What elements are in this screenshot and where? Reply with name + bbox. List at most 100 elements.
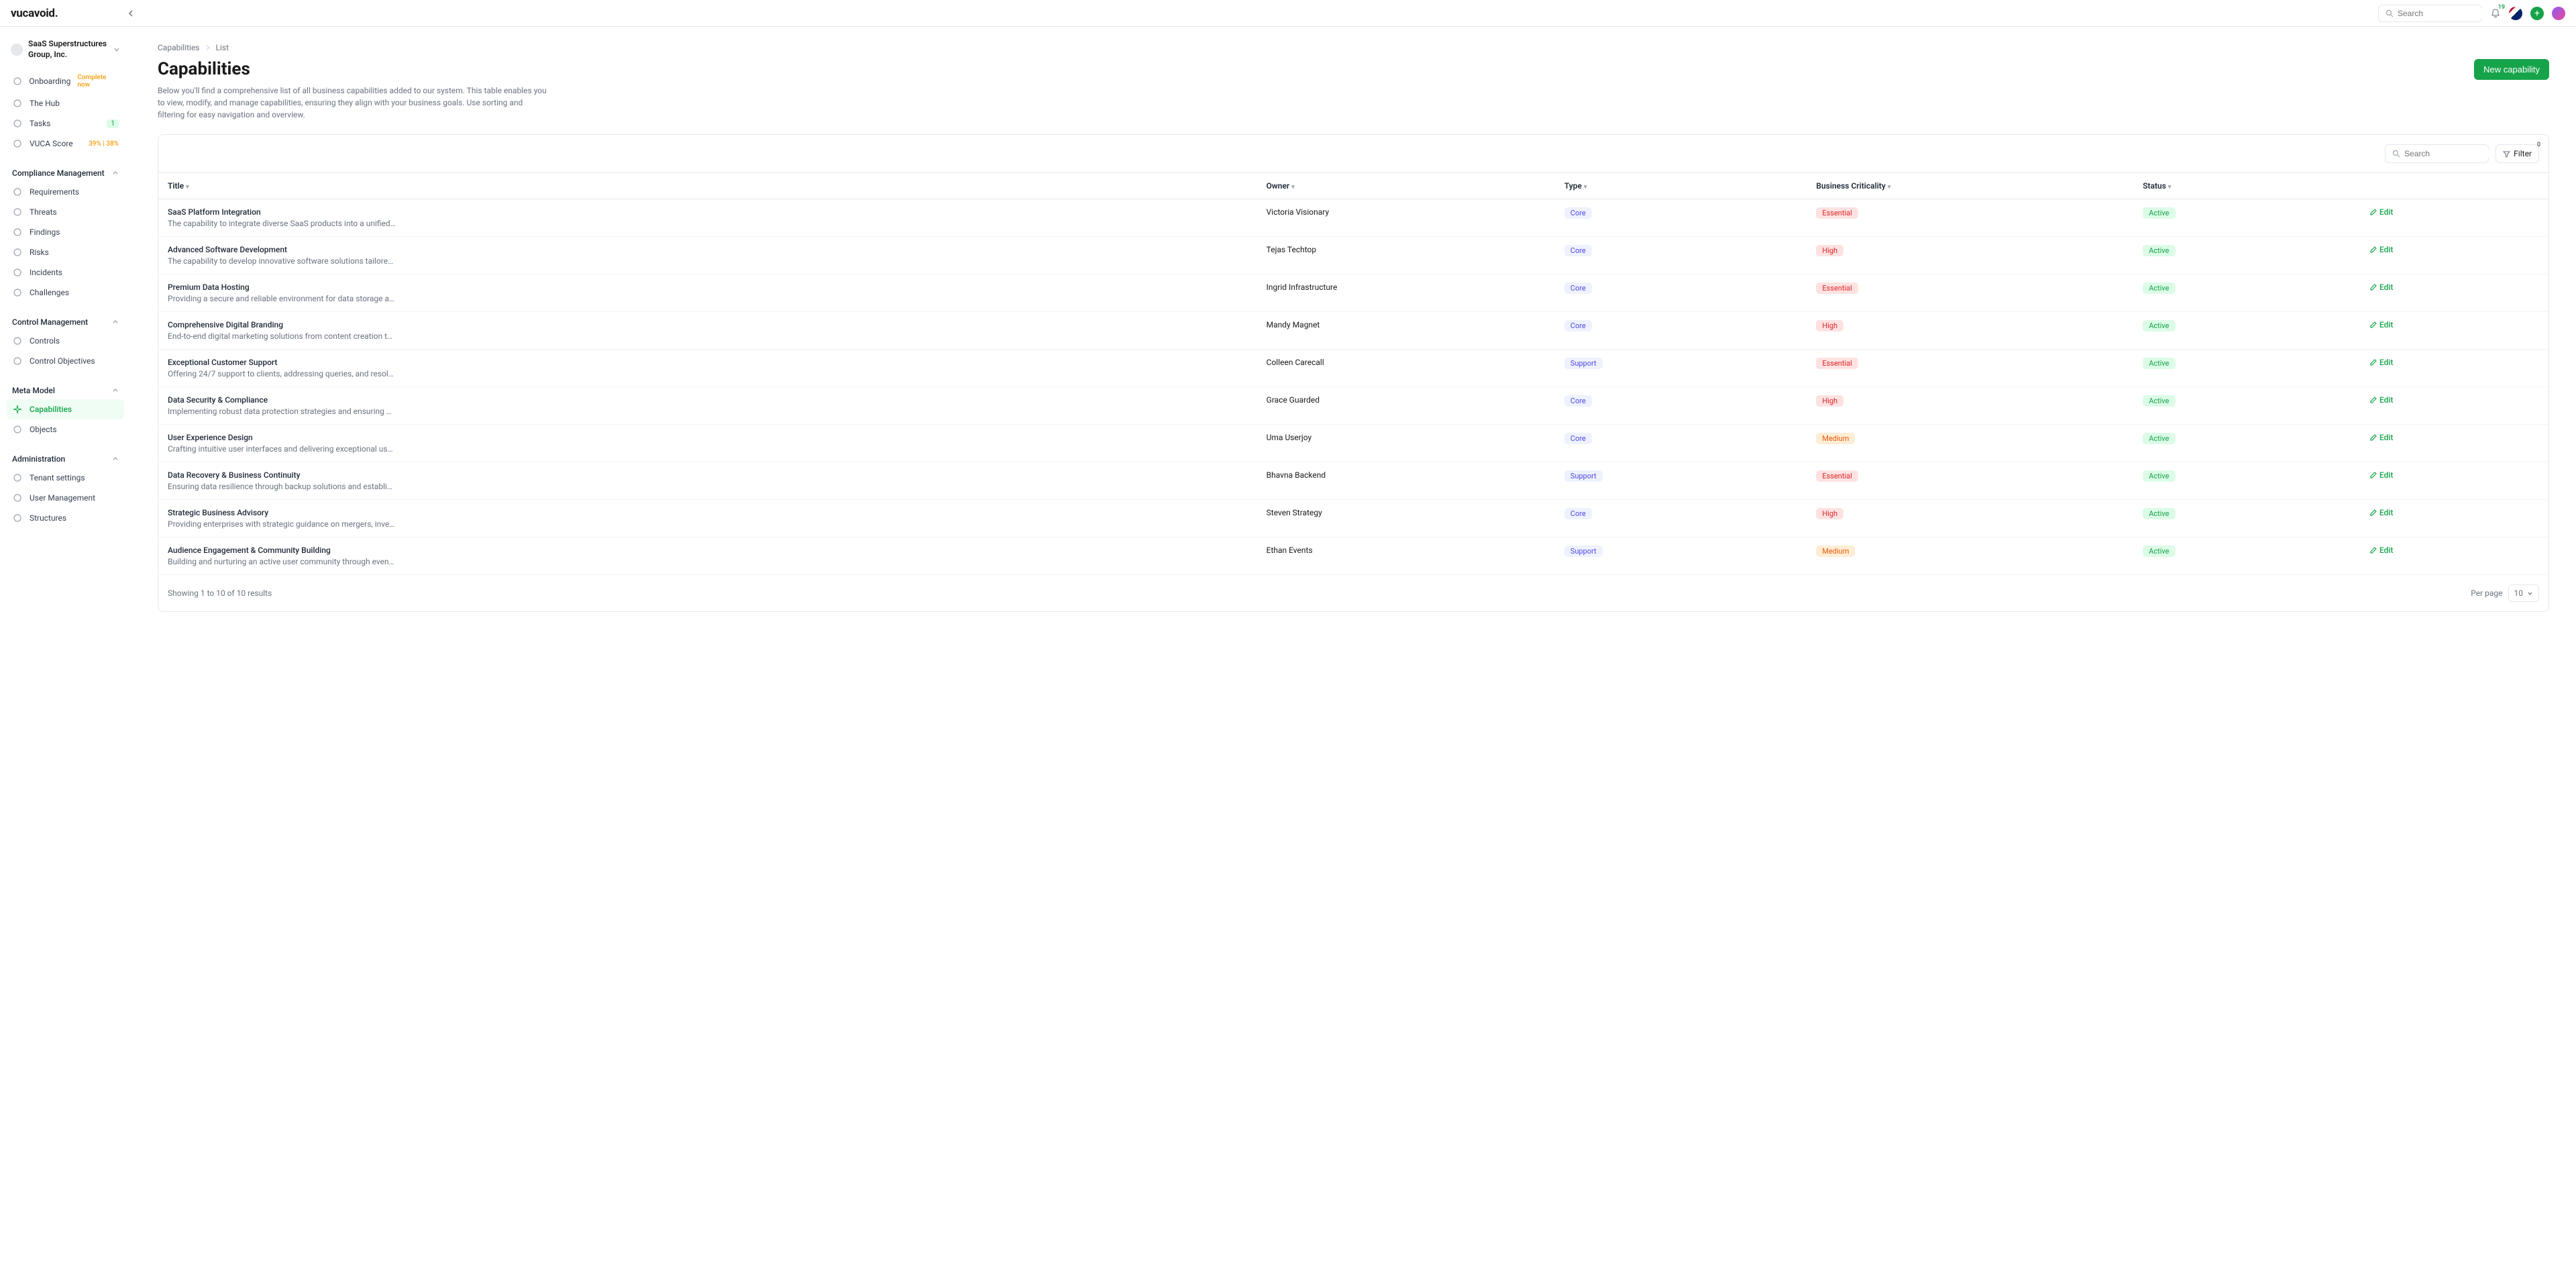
table-row[interactable]: Comprehensive Digital BrandingEnd-to-end…: [158, 312, 2548, 350]
sidebar-item-challenges[interactable]: Challenges: [7, 282, 124, 303]
table-row[interactable]: Advanced Software DevelopmentThe capabil…: [158, 237, 2548, 274]
column-owner[interactable]: Owner▾: [1257, 173, 1555, 199]
table-row[interactable]: Strategic Business AdvisoryProviding ent…: [158, 500, 2548, 537]
type-pill: Core: [1564, 320, 1592, 331]
type-pill: Core: [1564, 433, 1592, 444]
sidebar-item-label: Capabilities: [30, 405, 72, 414]
sidebar-item-user-management[interactable]: User Management: [7, 488, 124, 508]
breadcrumb-root[interactable]: Capabilities: [158, 43, 200, 52]
sidebar-item-icon: [12, 138, 23, 149]
org-switcher[interactable]: SaaS Superstructures Group, Inc.: [7, 36, 124, 62]
sidebar-item-threats[interactable]: Threats: [7, 202, 124, 222]
table-row[interactable]: SaaS Platform IntegrationThe capability …: [158, 199, 2548, 237]
chevron-up-icon: [112, 170, 119, 176]
criticality-pill: High: [1816, 395, 1843, 407]
edit-button[interactable]: Edit: [2369, 320, 2393, 329]
user-avatar[interactable]: [2552, 7, 2565, 20]
sidebar-item-label: User Management: [30, 493, 95, 503]
sidebar-section-control-management[interactable]: Control Management: [7, 312, 124, 331]
sidebar-item-label: Challenges: [30, 288, 69, 297]
org-name: SaaS Superstructures Group, Inc.: [28, 39, 108, 60]
chevron-down-icon: [2527, 590, 2533, 597]
row-owner: Tejas Techtop: [1257, 237, 1555, 274]
row-description: Implementing robust data protection stra…: [168, 407, 396, 416]
table-search[interactable]: [2385, 144, 2489, 163]
edit-button[interactable]: Edit: [2369, 546, 2393, 555]
table-row[interactable]: Exceptional Customer SupportOffering 24/…: [158, 350, 2548, 387]
table-row[interactable]: Premium Data HostingProviding a secure a…: [158, 274, 2548, 312]
status-pill: Active: [2143, 245, 2175, 256]
edit-button[interactable]: Edit: [2369, 433, 2393, 442]
row-description: Building and nurturing an active user co…: [168, 557, 396, 566]
type-pill: Support: [1564, 358, 1603, 369]
table-row[interactable]: Data Security & Compliance Implementing r…: [158, 387, 2548, 425]
sidebar-section-compliance-management[interactable]: Compliance Management: [7, 163, 124, 182]
sidebar-item-findings[interactable]: Findings: [7, 222, 124, 242]
page-description: Below you'll find a comprehensive list o…: [158, 85, 547, 121]
row-title: Premium Data Hosting: [168, 282, 1248, 292]
column-type[interactable]: Type▾: [1555, 173, 1807, 199]
sidebar-item-icon: [12, 404, 23, 415]
edit-button[interactable]: Edit: [2369, 395, 2393, 405]
sidebar-item-capabilities[interactable]: Capabilities: [7, 399, 124, 419]
logo[interactable]: vucavoid.: [11, 7, 58, 20]
edit-button[interactable]: Edit: [2369, 470, 2393, 480]
sidebar-item-vuca-score[interactable]: VUCA Score39% | 38%: [7, 134, 124, 154]
sidebar-item-tasks[interactable]: Tasks1: [7, 113, 124, 134]
column-status[interactable]: Status▾: [2133, 173, 2360, 199]
sidebar-item-the-hub[interactable]: The Hub: [7, 93, 124, 113]
type-pill: Core: [1564, 282, 1592, 294]
new-capability-button[interactable]: New capability: [2474, 59, 2549, 80]
filter-count: 0: [2537, 142, 2540, 148]
sidebar-item-control-objectives[interactable]: Control Objectives: [7, 351, 124, 371]
edit-button[interactable]: Edit: [2369, 245, 2393, 254]
sidebar-item-label: Findings: [30, 227, 60, 237]
row-title: Data Security & Compliance: [168, 395, 1248, 405]
edit-button[interactable]: Edit: [2369, 358, 2393, 367]
row-description: End-to-end digital marketing solutions f…: [168, 331, 396, 341]
page-title: Capabilities: [158, 59, 547, 79]
sidebar-item-requirements[interactable]: Requirements: [7, 182, 124, 202]
sidebar-section-administration[interactable]: Administration: [7, 449, 124, 468]
sidebar-collapse-button[interactable]: [125, 10, 138, 17]
edit-button[interactable]: Edit: [2369, 282, 2393, 292]
search-icon: [2392, 150, 2400, 158]
table-row[interactable]: User Experience DesignCrafting intuitive…: [158, 425, 2548, 462]
sidebar-item-icon: [12, 287, 23, 298]
filter-label: Filter: [2514, 149, 2532, 158]
breadcrumb-leaf: List: [216, 43, 229, 52]
breadcrumb: Capabilities List: [158, 43, 2549, 52]
sidebar-item-label: Structures: [30, 513, 66, 523]
column-criticality[interactable]: Business Criticality▾: [1807, 173, 2133, 199]
sidebar-item-incidents[interactable]: Incidents: [7, 262, 124, 282]
sidebar-item-structures[interactable]: Structures: [7, 508, 124, 528]
sidebar-item-objects[interactable]: Objects: [7, 419, 124, 440]
notifications-button[interactable]: 19: [2490, 8, 2501, 19]
add-button[interactable]: +: [2530, 7, 2544, 20]
row-owner: Ethan Events: [1257, 537, 1555, 575]
edit-button[interactable]: Edit: [2369, 207, 2393, 217]
column-title[interactable]: Title▾: [158, 173, 1257, 199]
topbar-left: vucavoid.: [11, 7, 138, 20]
sidebar-item-label: Threats: [30, 207, 57, 217]
per-page-select[interactable]: 10: [2508, 584, 2540, 602]
global-search[interactable]: [2378, 5, 2482, 22]
sidebar-section-meta-model[interactable]: Meta Model: [7, 380, 124, 399]
table-row[interactable]: Data Recovery & Business ContinuityEnsur…: [158, 462, 2548, 500]
row-owner: Mandy Magnet: [1257, 312, 1555, 350]
edit-button[interactable]: Edit: [2369, 508, 2393, 517]
type-pill: Core: [1564, 395, 1592, 407]
sidebar-item-tenant-settings[interactable]: Tenant settings: [7, 468, 124, 488]
sidebar-item-controls[interactable]: Controls: [7, 331, 124, 351]
global-search-input[interactable]: [2398, 9, 2502, 18]
language-flag-uk[interactable]: [2509, 7, 2522, 20]
sidebar-item-label: Control Objectives: [30, 356, 95, 366]
sidebar-item-risks[interactable]: Risks: [7, 242, 124, 262]
table-row[interactable]: Audience Engagement & Community Building…: [158, 537, 2548, 575]
table-search-input[interactable]: [2404, 149, 2508, 158]
row-title: Exceptional Customer Support: [168, 358, 1248, 367]
sidebar-item-onboarding[interactable]: OnboardingComplete now: [7, 69, 124, 93]
filter-button[interactable]: Filter 0: [2496, 144, 2539, 163]
sidebar-badge: 39% | 38%: [89, 140, 119, 148]
chevron-up-icon: [112, 387, 119, 394]
